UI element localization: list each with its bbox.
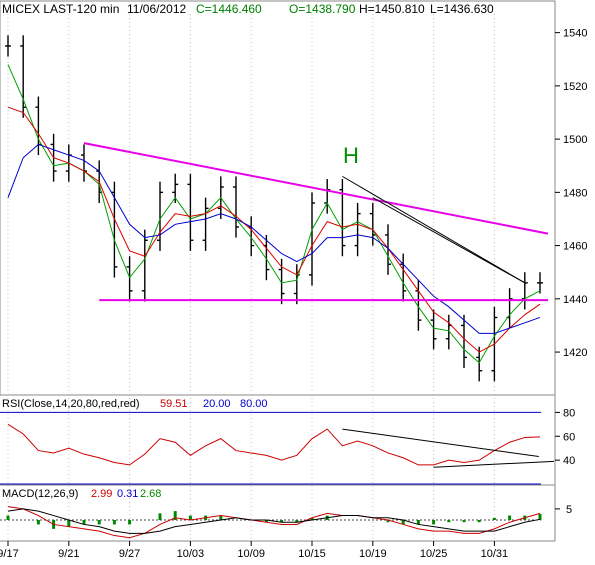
macd-line bbox=[7, 506, 541, 539]
header-open: O=1438.790 bbox=[289, 2, 356, 16]
macd-legend: MACD(12,26,9) 2.99 0.31 2.68 bbox=[2, 488, 161, 500]
header-low: L=1436.630 bbox=[430, 2, 494, 16]
ma-long-line bbox=[7, 143, 541, 334]
rsi-upper-level: 80.00 bbox=[240, 398, 268, 410]
rsi-y-tick-label: 80 bbox=[563, 407, 575, 419]
x-tick-label: 9/27 bbox=[119, 548, 140, 560]
header-symbol: MICEX LAST-120 min bbox=[2, 2, 119, 16]
x-tick-label: 10/25 bbox=[420, 548, 448, 560]
macd-signal-line bbox=[7, 508, 541, 534]
x-tick-label: 9/21 bbox=[58, 548, 79, 560]
rsi-grid bbox=[0, 411, 541, 485]
header-date: 11/06/2012 bbox=[127, 2, 186, 16]
x-tick-label: 10/19 bbox=[359, 548, 387, 560]
rsi-value: 59.51 bbox=[160, 398, 188, 410]
ma-short-line bbox=[7, 64, 541, 364]
macd-plot bbox=[0, 506, 542, 539]
rsi-trendline bbox=[433, 460, 555, 468]
macd-value: 2.99 bbox=[91, 488, 112, 500]
x-tick-label: 10/31 bbox=[481, 548, 509, 560]
price-y-tick-label: 1520 bbox=[563, 81, 587, 93]
moving-averages bbox=[7, 64, 541, 364]
macd-hist-value: 2.68 bbox=[140, 488, 161, 500]
x-tick-label: 9/17 bbox=[0, 548, 19, 560]
rsi-legend-label: RSI(Close,14,20,80,red,red) bbox=[2, 398, 140, 410]
x-tick-label: 10/15 bbox=[298, 548, 326, 560]
macd-signal-value: 0.31 bbox=[117, 488, 138, 500]
macd-legend-label: MACD(12,26,9) bbox=[2, 488, 78, 500]
header-close: C=1446.460 bbox=[196, 2, 262, 16]
rsi-lower-level: 20.00 bbox=[203, 398, 231, 410]
rsi-plot bbox=[7, 423, 555, 468]
rsi-y-tick-label: 40 bbox=[563, 455, 575, 467]
price-y-tick-label: 1540 bbox=[563, 28, 587, 40]
ma-mid-line bbox=[7, 106, 541, 353]
rsi-legend: RSI(Close,14,20,80,red,red) 59.51 20.00 … bbox=[2, 398, 268, 410]
price-y-tick-label: 1440 bbox=[563, 294, 587, 306]
price-y-tick-label: 1500 bbox=[563, 134, 587, 146]
header-high: H=1450.810 bbox=[359, 2, 425, 16]
rsi-trendline bbox=[342, 428, 539, 458]
rsi-y-tick-label: 60 bbox=[563, 431, 575, 443]
price-y-axis: 1540 1520 1500 1480 1460 1440 1420 bbox=[555, 28, 587, 359]
macd-y-tick-label: 5 bbox=[566, 504, 572, 516]
rsi-y-axis: 80 60 40 bbox=[555, 407, 575, 467]
x-axis: 9/17 9/21 9/27 10/03 10/09 10/15 10/19 10/25 10/… bbox=[0, 541, 508, 560]
price-header: MICEX LAST-120 min 11/06/2012 C=1446.460… bbox=[2, 2, 494, 16]
price-y-tick-label: 1420 bbox=[563, 347, 587, 359]
x-tick-label: 10/03 bbox=[177, 548, 205, 560]
thin-trendline bbox=[342, 175, 526, 284]
upper-trendline bbox=[83, 142, 549, 235]
x-tick-label: 10/09 bbox=[237, 548, 265, 560]
price-y-tick-label: 1460 bbox=[563, 241, 587, 253]
rsi-line bbox=[7, 423, 541, 466]
thin-trendline bbox=[372, 197, 526, 284]
macd-y-axis: 5 bbox=[555, 504, 572, 516]
trendlines bbox=[83, 142, 549, 302]
head-label: H bbox=[343, 143, 359, 168]
price-y-tick-label: 1480 bbox=[563, 187, 587, 199]
